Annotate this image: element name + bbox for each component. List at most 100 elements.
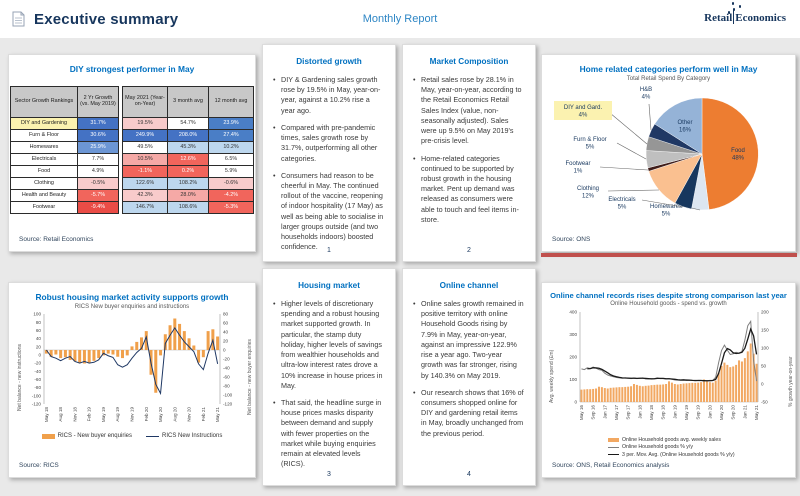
chart-title: RICS New buyer enquiries and instruction… <box>74 304 190 310</box>
bar <box>603 388 606 402</box>
table-cell: Clothing <box>11 178 77 189</box>
legend-item: Online Household goods avg. weekly sales <box>608 437 735 443</box>
panel-title: Market Composition <box>429 57 509 66</box>
table-cell: 42.3% <box>123 190 167 201</box>
panel-pie-chart: Home related categories perform well in … <box>541 54 796 252</box>
logo-text-economics: Economics <box>735 12 786 24</box>
x-tick-label: May 21 <box>215 407 220 423</box>
table-cell: 108.6% <box>168 202 208 213</box>
bar <box>627 386 630 402</box>
bar <box>755 363 758 402</box>
y-tick-label: -20 <box>223 357 230 362</box>
pie-slice <box>654 97 703 155</box>
leader-line <box>648 103 652 131</box>
bar <box>635 384 638 402</box>
y-tick-label: 100 <box>33 312 41 317</box>
legend-label: RICS - New buyer enquiries <box>57 433 132 439</box>
y-tick-label: 200 <box>569 355 577 360</box>
table-header-cell: 2 Yr Growth (vs. May 2019) <box>78 87 118 117</box>
table-cell: 5.9% <box>209 166 253 177</box>
source-note: Source: Retail Economics <box>19 236 94 243</box>
panel-market-composition: Market Composition Retail sales rose by … <box>402 44 536 262</box>
table-cell: DIY and Gardening <box>11 118 77 129</box>
bullet-item: Home-related categories continued to be … <box>412 154 525 226</box>
bar <box>630 386 633 402</box>
x-tick-label: Feb 19 <box>87 407 92 422</box>
legend-label: 3 per. Mov. Avg. (Online Household goods… <box>622 451 735 458</box>
table-cell: 23.9% <box>209 118 253 129</box>
y-tick-label: 20 <box>36 344 42 349</box>
legend-label: Online Household goods avg. weekly sales <box>622 436 721 443</box>
bar <box>586 389 589 402</box>
y-tick-label: -80 <box>223 384 230 389</box>
bar <box>708 382 711 402</box>
bar <box>682 383 685 402</box>
bar <box>206 331 210 350</box>
bar <box>720 366 723 402</box>
bar <box>729 367 732 403</box>
bar <box>615 387 618 403</box>
table-cell: 12.6% <box>168 154 208 165</box>
bar <box>662 384 665 402</box>
bar <box>749 343 752 402</box>
y-tick-label: 50 <box>761 364 767 369</box>
bar <box>82 350 86 364</box>
x-tick-label: Aug 20 <box>172 407 177 422</box>
x-tick-label: Nov 20 <box>187 407 192 422</box>
legend-item: RICS New Instructions <box>146 433 222 439</box>
bar <box>583 389 586 402</box>
page-number: 4 <box>467 471 471 478</box>
red-accent-bar <box>541 253 797 257</box>
bar <box>197 350 201 363</box>
x-tick-label: Jan 21 <box>742 405 747 419</box>
bullet-item: That said, the headline surge in house p… <box>272 398 385 470</box>
pie-label: Furn & Floor 5% <box>573 137 606 151</box>
x-tick-label: May 20 <box>158 407 163 423</box>
leader-line <box>609 112 648 145</box>
table-cell: -9.4% <box>78 202 118 213</box>
bullet-list: Higher levels of discretionary spending … <box>263 299 395 470</box>
bar <box>705 380 708 402</box>
bar <box>694 382 697 403</box>
x-tick-label: Nov 19 <box>130 407 135 422</box>
table-cell: 0.2% <box>168 166 208 177</box>
bullet-item: Retail sales rose by 28.1% in May, year-… <box>412 75 525 147</box>
bar <box>632 384 635 402</box>
bar <box>182 331 186 350</box>
pie-label: Food 48% <box>731 148 745 162</box>
bar <box>173 318 177 350</box>
bar <box>700 382 703 402</box>
legend-item: RICS - New buyer enquiries <box>41 433 132 439</box>
pie-chart: Food 48% Homewares 5% Electricals 5% Clothing 1… <box>554 87 759 218</box>
bar <box>97 350 101 359</box>
table-cell: 208.0% <box>168 130 208 141</box>
panel-title: Housing market <box>298 281 360 290</box>
source-note: Source: ONS <box>552 236 591 243</box>
table-cell: Electricals <box>11 154 77 165</box>
table-header-cell: 3 month avg <box>168 87 208 117</box>
y-tick-label: -100 <box>32 393 42 398</box>
table-cell: 7.7% <box>78 154 118 165</box>
table-cell: Homewares <box>11 142 77 153</box>
table-cell: 249.9% <box>123 130 167 141</box>
bar <box>644 385 647 402</box>
table-header-cell: 12 month avg <box>209 87 253 117</box>
bar <box>144 331 148 350</box>
legend-swatch <box>608 446 619 448</box>
bar <box>87 350 91 363</box>
x-tick-label: May 19 <box>684 405 689 421</box>
bar <box>732 366 735 402</box>
y-tick-label: 200 <box>761 310 769 315</box>
x-tick-label: Jan 17 <box>602 405 607 419</box>
bar <box>714 380 717 403</box>
report-subtitle: Monthly Report <box>362 13 438 25</box>
bar <box>600 387 603 402</box>
pie-label: DIY and Gard. 4% <box>564 105 603 119</box>
x-tick-label: Jan 19 <box>672 405 677 419</box>
x-tick-label: May 21 <box>754 405 759 421</box>
y-tick-label: 300 <box>569 332 577 337</box>
y-tick-label: -40 <box>223 366 230 371</box>
bar <box>92 350 96 361</box>
legend-swatch-bar <box>41 433 55 439</box>
